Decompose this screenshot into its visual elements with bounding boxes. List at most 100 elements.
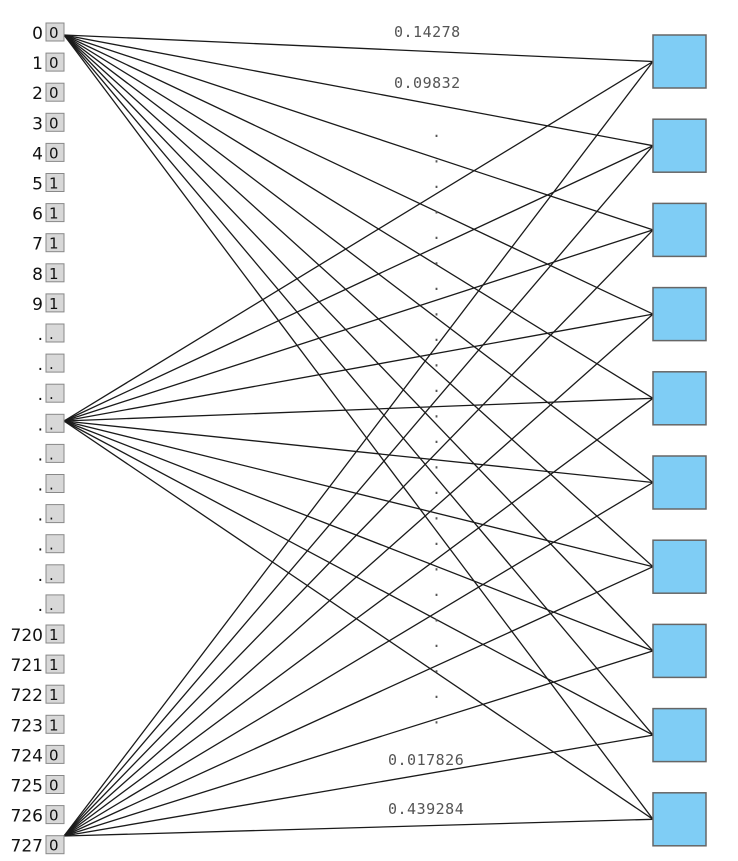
input-cell xyxy=(45,142,65,162)
connection-line xyxy=(63,229,654,837)
input-cell xyxy=(45,504,65,524)
input-value: . xyxy=(49,506,54,524)
input-cell xyxy=(45,383,65,403)
input-index-label: . xyxy=(38,445,43,465)
input-value: . xyxy=(49,536,54,554)
input-neuron: .. xyxy=(38,353,65,375)
output-layer xyxy=(652,34,707,847)
input-value: 0 xyxy=(49,114,59,132)
input-value: . xyxy=(49,415,54,433)
input-value: 1 xyxy=(49,235,59,253)
input-index-label: 7 xyxy=(32,235,43,255)
connection-line xyxy=(63,34,654,484)
connection-line xyxy=(63,313,654,837)
input-cell xyxy=(45,82,65,102)
input-value: . xyxy=(49,385,54,403)
input-cell xyxy=(45,22,65,42)
input-cell xyxy=(45,173,65,192)
input-neuron: .. xyxy=(38,443,65,465)
input-cell xyxy=(45,353,65,373)
input-cell xyxy=(45,744,65,764)
input-value: 0 xyxy=(49,144,59,162)
ellipsis-dot: . xyxy=(432,200,441,218)
output-neuron xyxy=(652,286,707,342)
input-value: . xyxy=(49,355,54,373)
ellipsis-dot: . xyxy=(432,123,441,141)
input-value: 1 xyxy=(49,626,59,644)
weight-labels: 0.14278 0.09832 0.017826 0.439284 xyxy=(388,23,464,818)
input-index-label: 8 xyxy=(32,265,43,285)
input-index-label: 3 xyxy=(32,114,43,134)
ellipsis-dot: . xyxy=(432,429,441,447)
input-cell xyxy=(45,835,65,855)
input-neuron: .. xyxy=(38,383,65,405)
input-value: 1 xyxy=(49,656,59,674)
input-index-label: . xyxy=(38,355,43,375)
input-neuron: 722 1 xyxy=(11,684,65,706)
connection-line xyxy=(63,481,654,837)
input-index-label: 727 xyxy=(11,837,43,857)
input-cell xyxy=(45,564,65,584)
weight-label-top-2: 0.09832 xyxy=(394,74,461,92)
ellipsis-dot: . xyxy=(432,455,441,473)
ellipsis-dot: . xyxy=(432,531,441,549)
input-cell xyxy=(45,443,65,463)
ellipsis-dot: . xyxy=(432,149,441,167)
ellipsis-dot: . xyxy=(432,557,441,575)
input-index-label: 2 xyxy=(32,84,43,104)
input-value: . xyxy=(49,566,54,584)
connection-line xyxy=(63,420,654,568)
input-index-label: 0 xyxy=(32,24,43,44)
connection-line xyxy=(63,818,654,837)
input-neuron: 724 0 xyxy=(11,744,65,766)
ellipsis-dot: . xyxy=(432,327,441,345)
connection-line xyxy=(63,420,654,652)
input-cell xyxy=(45,263,65,283)
input-value: 1 xyxy=(49,205,59,223)
connection-line xyxy=(63,34,654,63)
input-value: 0 xyxy=(49,746,59,764)
input-value: 0 xyxy=(49,777,59,795)
ellipsis-dot: . xyxy=(432,659,441,677)
connection-line xyxy=(63,145,654,837)
ellipsis-dot: . xyxy=(432,710,441,728)
weight-label-bottom-2: 0.439284 xyxy=(388,800,464,818)
ellipsis-dot: . xyxy=(432,480,441,498)
input-value: 1 xyxy=(49,686,59,704)
output-neuron xyxy=(652,707,707,763)
weight-ellipsis: ........................ xyxy=(432,123,441,728)
weight-label-bottom-1: 0.017826 xyxy=(388,751,464,769)
connection-line xyxy=(63,34,654,315)
input-index-label: . xyxy=(38,566,43,586)
input-cell xyxy=(45,654,65,674)
input-cell xyxy=(45,594,65,614)
output-neuron xyxy=(652,455,707,510)
ellipsis-dot: . xyxy=(432,353,441,371)
input-value: 0 xyxy=(49,54,59,72)
input-index-label: 4 xyxy=(32,144,43,164)
connection-line xyxy=(63,313,654,422)
input-neuron: 726 0 xyxy=(11,805,65,827)
input-value: 1 xyxy=(49,265,59,283)
connection-line xyxy=(63,34,654,399)
connection-line xyxy=(63,34,654,652)
input-neuron: .. xyxy=(38,534,65,556)
input-cell xyxy=(45,714,65,734)
connection-line xyxy=(63,734,654,837)
input-cell xyxy=(45,775,65,794)
connection-line xyxy=(63,34,654,736)
output-neuron xyxy=(652,118,707,173)
input-cell xyxy=(45,52,65,72)
ellipsis-dot: . xyxy=(432,633,441,651)
input-index-label: . xyxy=(38,476,43,496)
input-index-label: 725 xyxy=(11,777,43,797)
input-neuron: .. xyxy=(38,413,65,435)
connection-line xyxy=(63,34,654,147)
connection-line xyxy=(63,397,654,422)
input-cell xyxy=(45,293,65,313)
